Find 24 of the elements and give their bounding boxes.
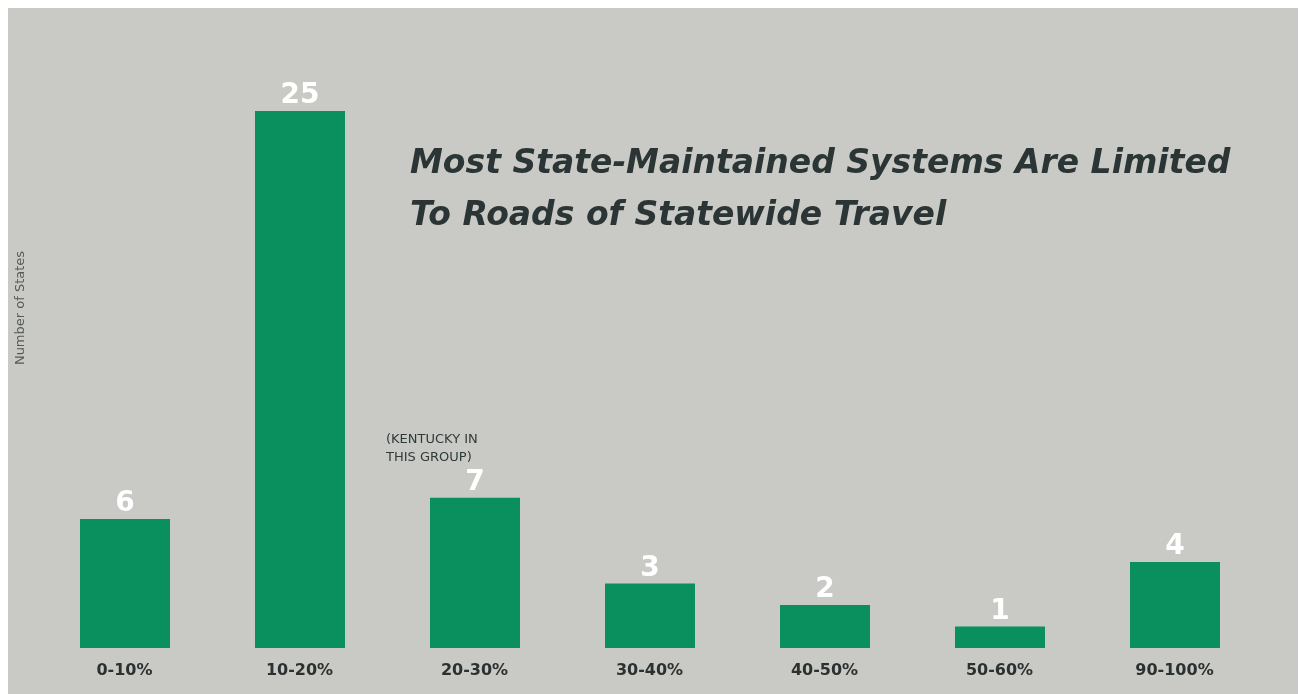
x-tick-label: 30-40% [615,660,684,680]
bar [80,519,170,648]
x-tick-label: 90-100% [1135,660,1214,680]
data-label: 2 [815,571,835,605]
x-tick-label: 50-60% [965,660,1034,680]
data-label: 1 [990,592,1010,626]
data-label: 6 [115,485,135,519]
data-label: 4 [1165,528,1185,562]
bar [1130,562,1220,648]
data-label: 7 [465,463,485,497]
bar [605,583,695,648]
data-label: 3 [640,549,660,583]
annotation: (KENTUCKY IN THIS GROUP) [386,430,479,466]
bar [430,497,520,648]
y-axis-title: Number of States [12,250,27,366]
x-tick-label: 40-50% [790,660,859,680]
bar [255,111,345,648]
x-tick-label: 0-10% [96,660,153,680]
bar [780,605,870,648]
bar [955,626,1045,648]
data-label: 25 [280,77,320,110]
x-tick-label: 10-20% [265,660,334,680]
x-tick-label: 20-30% [440,660,509,680]
text: Most State-Maintained Systems Are Limited To Roads of Statewide Travel [410,141,1232,235]
